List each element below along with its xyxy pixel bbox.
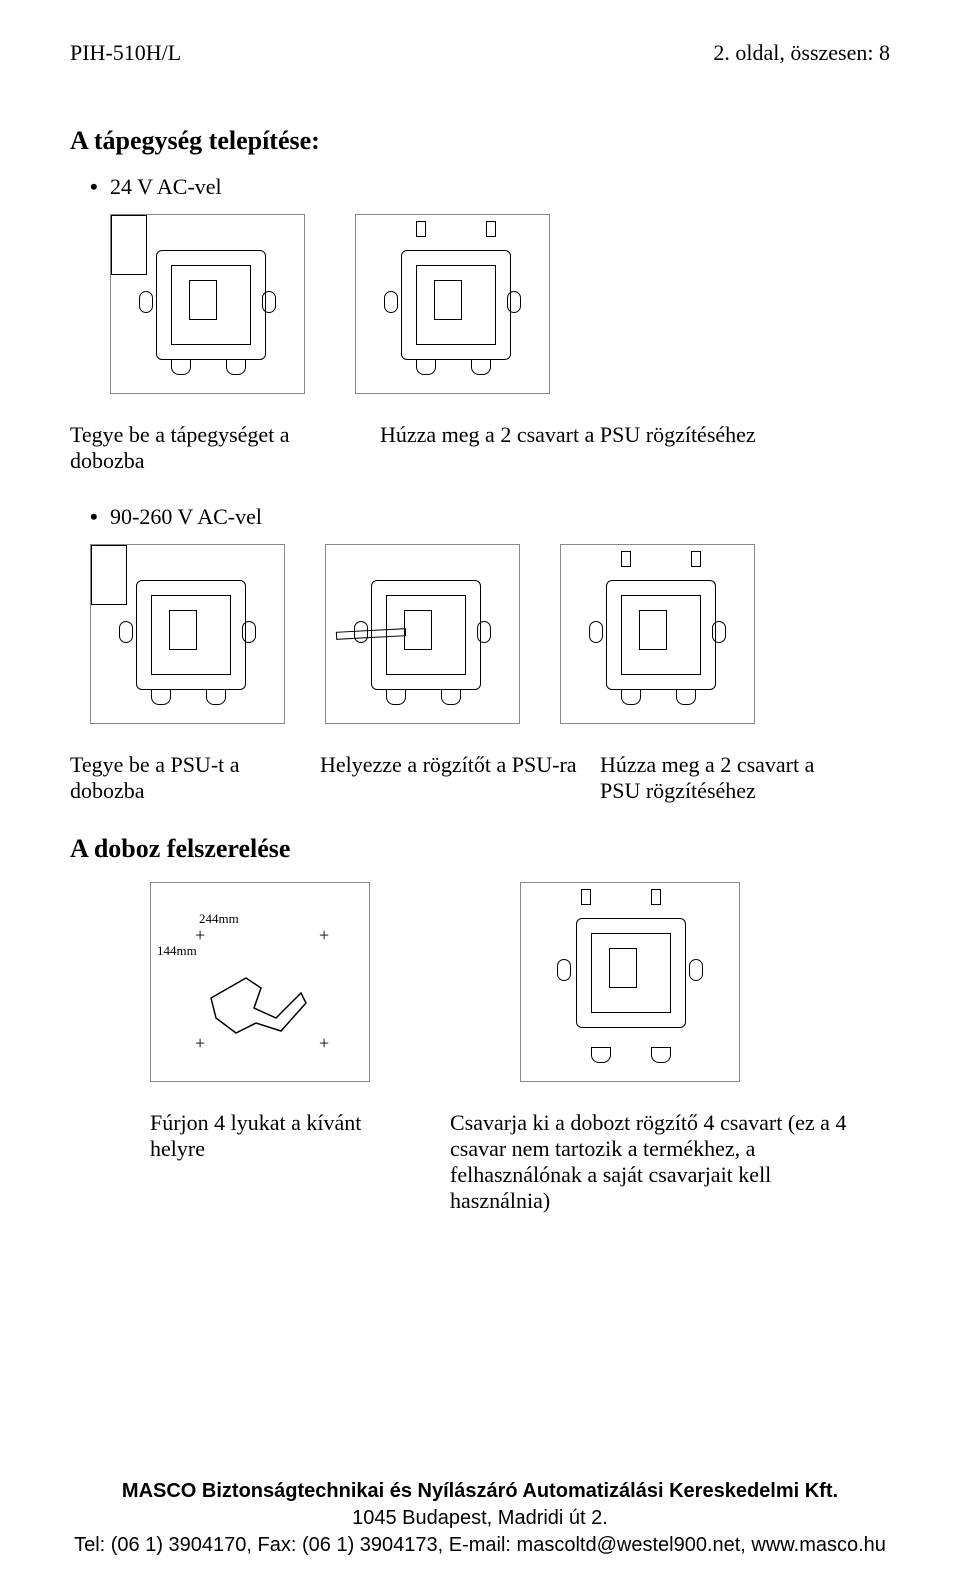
footer-contact: Tel: (06 1) 3904170, Fax: (06 1) 3904173… — [0, 1532, 960, 1559]
drill-icon — [206, 963, 316, 1043]
section-box-mount-title: A doboz felszerelése — [70, 834, 890, 864]
caption-90-260v-col2: Helyezze a rögzítőt a PSU-ra — [320, 752, 600, 804]
figure-90-260v-step2 — [325, 544, 520, 724]
figure-drill: 244mm 144mm + + + + — [150, 882, 370, 1082]
bullet-90-260v: 90-260 V AC-vel — [110, 504, 890, 530]
figure-24v-step1 — [110, 214, 305, 394]
page-footer: MASCO Biztonságtechnikai és Nyílászáró A… — [0, 1478, 960, 1559]
caption-mount-col2: Csavarja ki a dobozt rögzítő 4 csavart (… — [450, 1110, 870, 1214]
header-model: PIH-510H/L — [70, 40, 181, 66]
caption-row-mount: Fúrjon 4 lyukat a kívánt helyre Csavarja… — [150, 1110, 890, 1214]
bullet-24v: 24 V AC-vel — [110, 174, 890, 200]
footer-company: MASCO Biztonságtechnikai és Nyílászáró A… — [0, 1478, 960, 1505]
figure-mount-box — [520, 882, 740, 1082]
dim-height: 144mm — [157, 943, 197, 959]
section-psu-install-title: A tápegység telepítése: — [70, 126, 890, 156]
footer-address: 1045 Budapest, Madridi út 2. — [0, 1505, 960, 1532]
caption-90-260v-col1: Tegye be a PSU-t a dobozba — [70, 752, 320, 804]
caption-mount-col1: Fúrjon 4 lyukat a kívánt helyre — [150, 1110, 420, 1214]
header-page-indicator: 2. oldal, összesen: 8 — [713, 40, 890, 66]
figure-row-mount: 244mm 144mm + + + + — [150, 882, 890, 1082]
figure-row-90-260v — [90, 544, 890, 724]
caption-row-90-260v: Tegye be a PSU-t a dobozba Helyezze a rö… — [70, 752, 890, 804]
caption-row-24v: Tegye be a tápegységet a dobozba Húzza m… — [70, 422, 890, 474]
caption-24v-col1: Tegye be a tápegységet a dobozba — [70, 422, 380, 474]
page-header: PIH-510H/L 2. oldal, összesen: 8 — [70, 40, 890, 66]
figure-24v-step2 — [355, 214, 550, 394]
figure-row-24v — [110, 214, 890, 394]
caption-24v-col2: Húzza meg a 2 csavart a PSU rögzítéséhez — [380, 422, 780, 474]
figure-90-260v-step1 — [90, 544, 285, 724]
figure-90-260v-step3 — [560, 544, 755, 724]
caption-90-260v-col3: Húzza meg a 2 csavart a PSU rögzítéséhez — [600, 752, 870, 804]
